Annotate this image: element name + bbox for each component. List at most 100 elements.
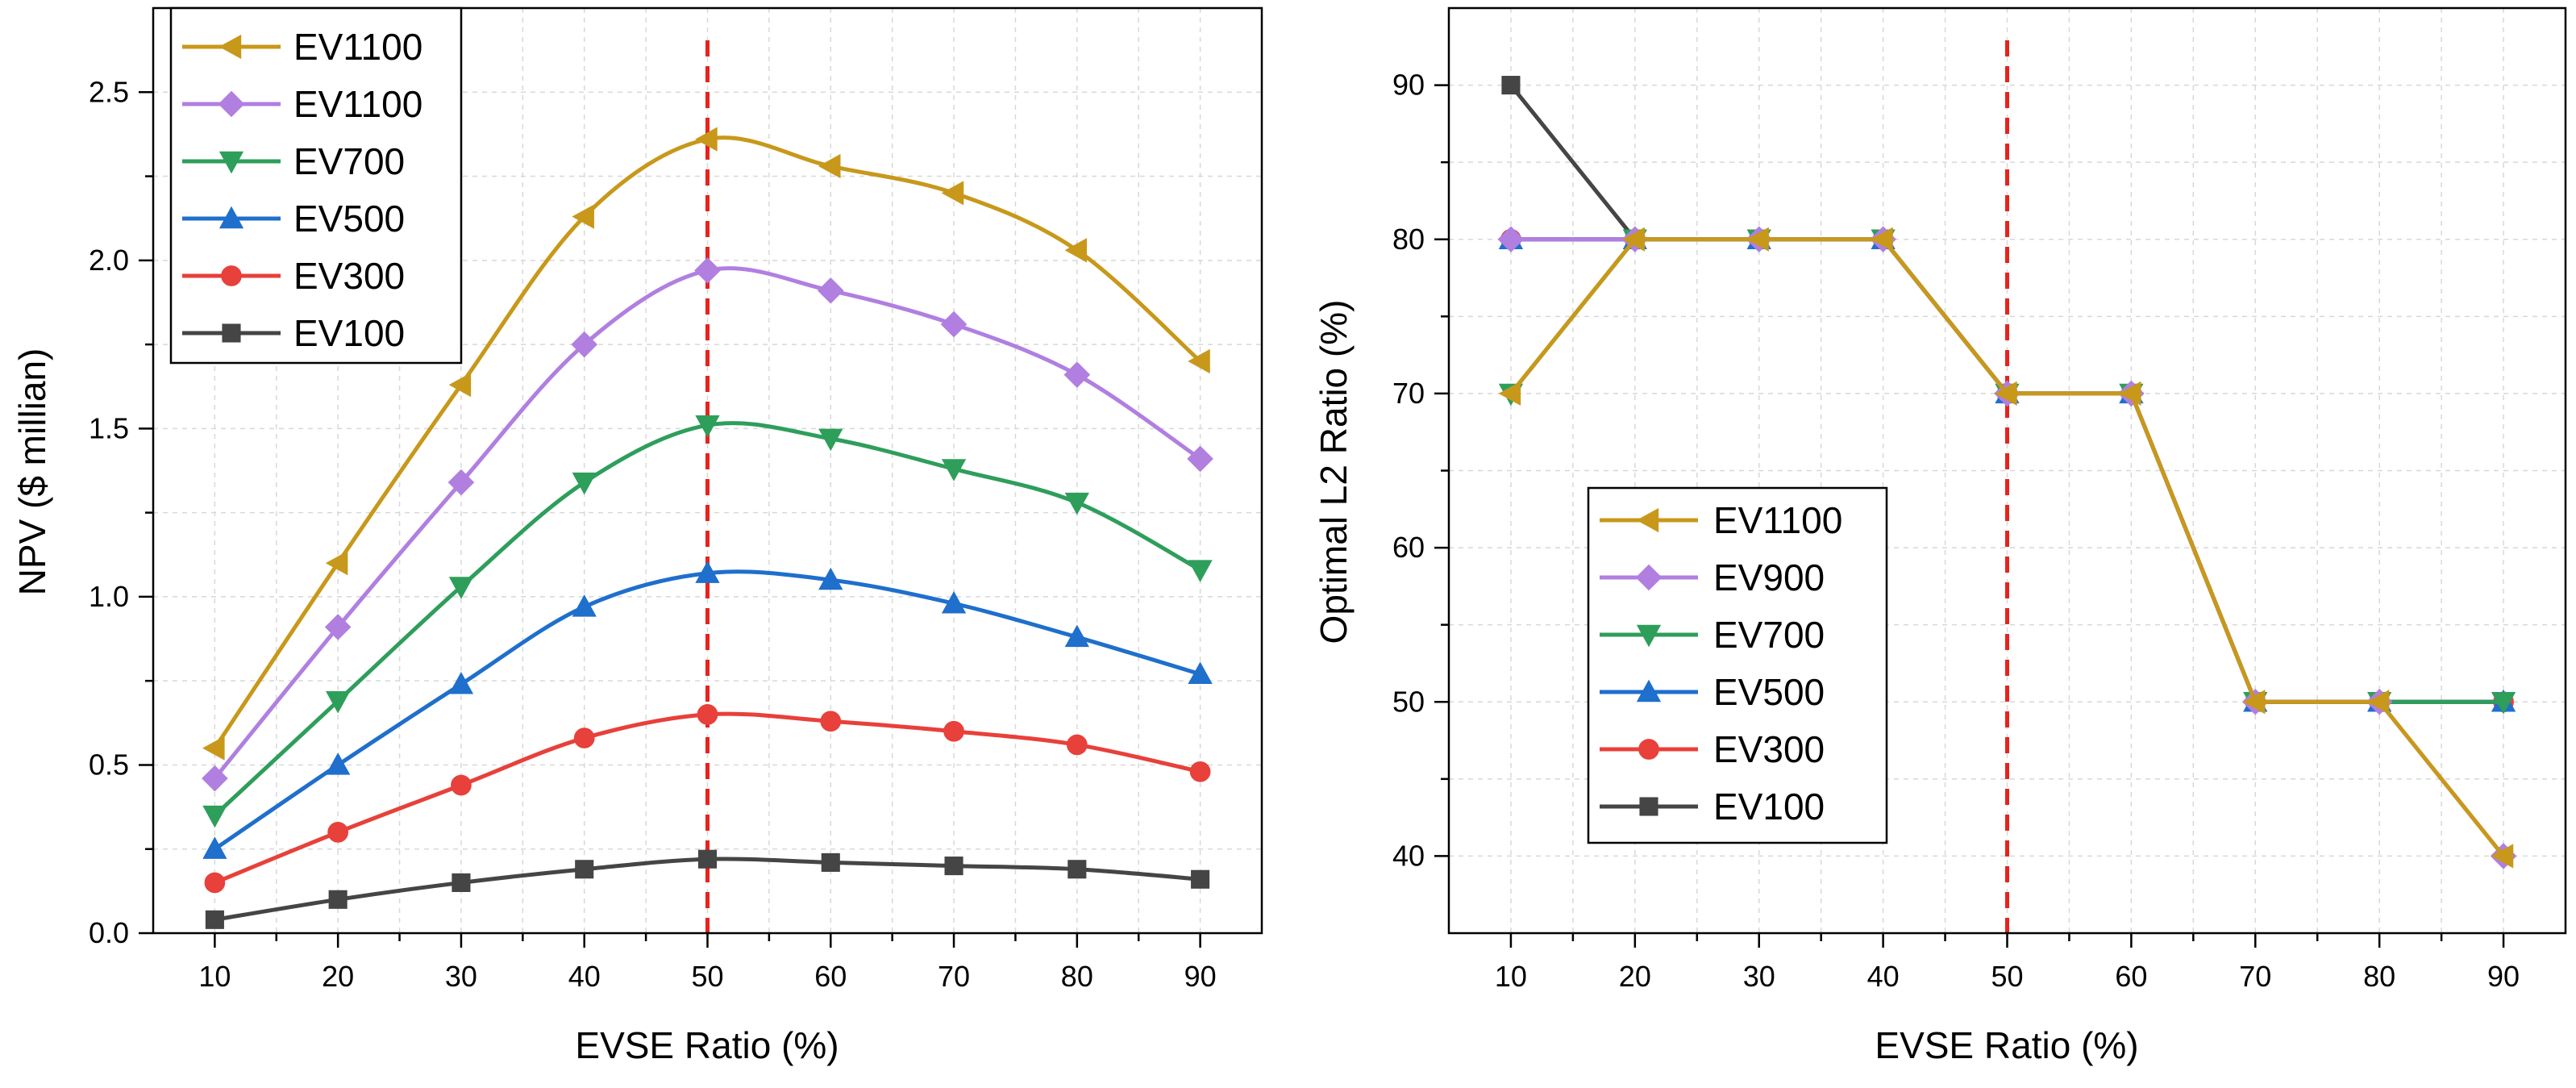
l2-point-5-4 — [1995, 381, 2017, 406]
l2-legend-label-3: EV500 — [1713, 671, 1825, 713]
npv-legend-marker-4 — [221, 265, 242, 286]
npv-point-0-6 — [941, 181, 964, 206]
npv-point-2-7 — [1064, 492, 1089, 515]
npv-point-2-3 — [572, 472, 597, 495]
l2-legend-marker-2 — [1636, 624, 1662, 648]
npv-point-1-6 — [940, 311, 968, 338]
npv-point-1-5 — [817, 277, 844, 304]
l2-point-3-8 — [2491, 692, 2516, 715]
l2-point-5-2 — [1746, 227, 1769, 252]
l2-point-5-8 — [2491, 844, 2514, 869]
npv-x-tick-label-2: 30 — [445, 960, 477, 993]
npv-legend-label-2: EV700 — [293, 140, 405, 182]
npv-point-0-2 — [448, 372, 472, 398]
npv-point-4-2 — [451, 774, 472, 796]
npv-point-4-0 — [204, 872, 226, 894]
l2-point-5-0 — [1498, 381, 1521, 406]
l2-x-tick-label-8: 90 — [2487, 960, 2520, 993]
npv-legend-box — [169, 6, 463, 365]
l2-x-tick-label-3: 40 — [1867, 960, 1900, 993]
npv-point-1-1 — [324, 614, 352, 640]
l2-legend-label-5: EV100 — [1713, 786, 1825, 827]
l2-x-tick-label-0: 10 — [1495, 960, 1527, 993]
npv-point-1-2 — [447, 469, 475, 496]
npv-y-tick-label-4: 2.0 — [89, 244, 129, 277]
npv-point-4-5 — [820, 711, 842, 732]
l2-x-tick-label-7: 80 — [2363, 960, 2395, 993]
npv-point-5-4 — [697, 849, 718, 869]
npv-point-3-7 — [1064, 624, 1089, 648]
npv-point-1-0 — [202, 765, 228, 792]
l2-x-tick-label-2: 30 — [1743, 960, 1775, 993]
npv-series-line-2 — [213, 421, 1201, 817]
npv-point-4-7 — [1066, 734, 1088, 756]
npv-point-5-5 — [821, 852, 840, 872]
npv-point-4-6 — [943, 720, 964, 742]
l2-axes: 10 20 30 40 50 60 70 80 90 40 50 60 70 80 90 — [1392, 69, 2520, 993]
l2-y-tick-label-0: 40 — [1392, 839, 1425, 872]
npv-point-5-8 — [1191, 869, 1210, 889]
npv-y-tick-label-1: 0.5 — [89, 748, 129, 781]
npv-point-4-4 — [697, 704, 718, 725]
l2-y-tick-label-4: 80 — [1392, 223, 1425, 256]
l2-x-tick-label-4: 50 — [1991, 960, 2023, 993]
npv-point-0-5 — [818, 153, 841, 179]
l2-series-group — [1497, 76, 2517, 869]
npv-legend-marker-5 — [222, 323, 241, 343]
l2-legend-label-1: EV900 — [1713, 557, 1825, 598]
npv-point-1-8 — [1187, 445, 1213, 473]
npv-point-2-5 — [818, 428, 843, 452]
npv-point-0-1 — [325, 551, 348, 576]
npv-x-axis-label: EVSE Ratio (%) — [575, 1024, 839, 1066]
npv-point-1-4 — [694, 257, 721, 284]
l2-point-5-6 — [2242, 690, 2266, 715]
npv-point-3-3 — [572, 594, 597, 617]
npv-legend-marker-2 — [218, 151, 244, 174]
l2-legend-label-2: EV700 — [1713, 614, 1825, 656]
npv-point-1-7 — [1063, 361, 1091, 388]
npv-y-tick-label-5: 2.5 — [89, 75, 129, 108]
npv-point-4-8 — [1189, 761, 1211, 782]
npv-chart-panel: 10 20 30 40 50 60 70 80 90 0.0 0.5 1.0 1.5 2.0 2.5 EVS… — [11, 6, 1263, 1066]
npv-x-tick-label-6: 70 — [938, 960, 970, 993]
l2-legend: EV1100 EV900 EV700 EV500 EV300 EV100 — [1587, 486, 1888, 844]
npv-point-2-1 — [326, 691, 351, 714]
npv-point-4-3 — [573, 727, 595, 748]
npv-point-3-2 — [448, 672, 474, 694]
npv-y-tick-label-2: 1.0 — [89, 580, 129, 613]
l2-point-5-7 — [2366, 690, 2390, 715]
l2-point-5-1 — [1622, 227, 1646, 252]
l2-y-axis-label: Optimal L2 Ratio (%) — [1313, 300, 1355, 644]
npv-legend-marker-0 — [218, 34, 242, 60]
npv-point-2-0 — [202, 805, 227, 828]
npv-point-5-6 — [944, 857, 963, 876]
npv-point-1-3 — [571, 331, 598, 358]
npv-series-group — [202, 127, 1213, 929]
l2-point-4-0 — [1497, 226, 1525, 253]
npv-axes: 10 20 30 40 50 60 70 80 90 0.0 0.5 1.0 1.5 2.0 2.5 — [89, 75, 1217, 993]
npv-x-tick-label-8: 90 — [1184, 960, 1217, 993]
npv-point-3-6 — [941, 590, 967, 614]
l2-legend-label-0: EV1100 — [1713, 499, 1842, 541]
npv-point-3-0 — [202, 836, 227, 859]
npv-y-tick-label-0: 0.0 — [89, 916, 129, 949]
l2-legend-marker-0 — [1636, 507, 1659, 533]
npv-x-tick-label-7: 80 — [1061, 960, 1093, 993]
npv-series-line-1 — [213, 266, 1202, 780]
npv-point-3-4 — [695, 561, 720, 583]
l2-y-tick-label-5: 90 — [1392, 69, 1425, 102]
npv-x-tick-label-1: 20 — [322, 960, 354, 993]
npv-point-0-8 — [1188, 348, 1210, 374]
npv-legend-label-3: EV500 — [293, 198, 405, 240]
npv-legend-label-1: EV1100 — [293, 83, 422, 125]
npv-series-line-0 — [213, 135, 1202, 749]
npv-point-2-6 — [941, 459, 967, 481]
npv-legend-label-0: EV1100 — [293, 26, 422, 68]
l2-legend-marker-5 — [1639, 797, 1658, 816]
npv-point-3-1 — [326, 752, 351, 775]
npv-legend-label-5: EV100 — [293, 312, 405, 354]
npv-x-tick-label-3: 40 — [568, 960, 601, 993]
l2-legend-marker-3 — [1636, 679, 1662, 702]
l2-x-tick-label-6: 70 — [2239, 960, 2271, 993]
